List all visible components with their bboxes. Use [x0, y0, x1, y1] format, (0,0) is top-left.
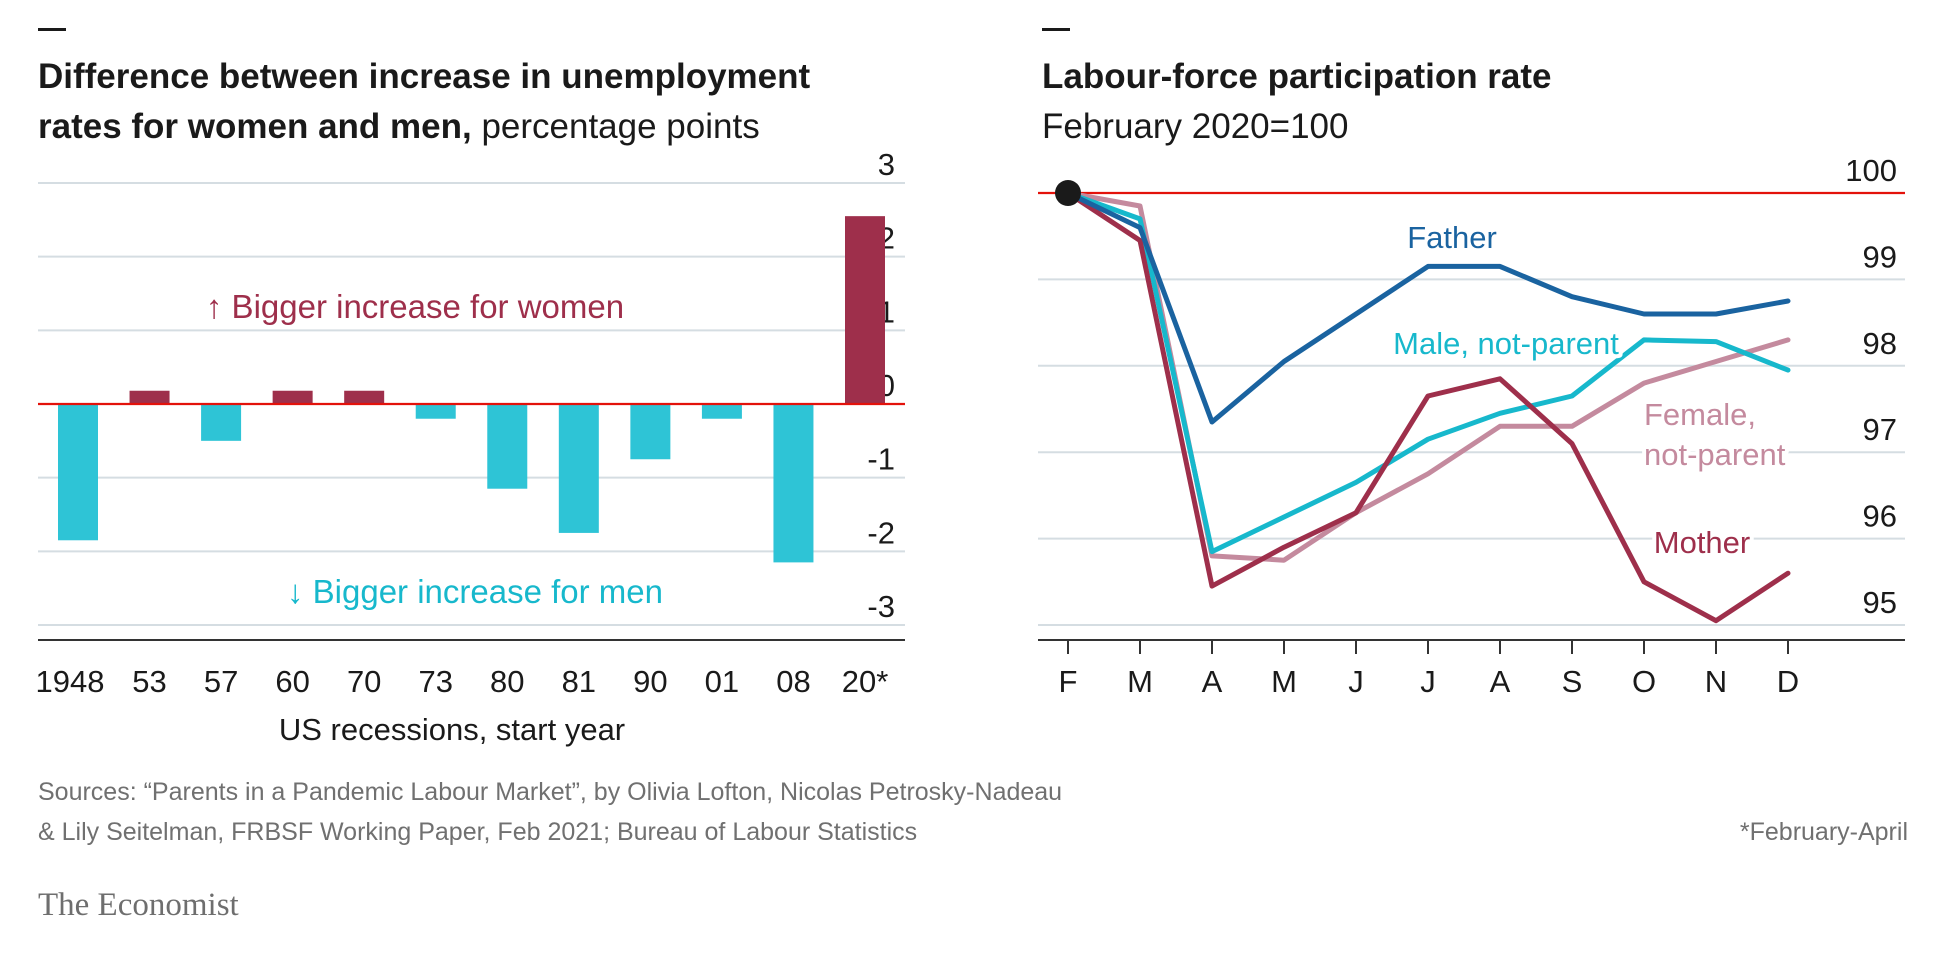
left-title-rule: [38, 28, 66, 31]
right-series-labels: Father Male, not-parent Female, not-parent M…: [1389, 216, 1790, 564]
right-y-tick: 98: [1863, 326, 1897, 361]
series-line-mother: [1065, 190, 1791, 624]
bar-80: [487, 404, 528, 489]
label-male-not-parent: Male, not-parent: [1393, 326, 1619, 361]
left-gridlines: [38, 182, 905, 626]
left-y-tick: -2: [867, 515, 895, 550]
left-x-tick: 57: [204, 664, 238, 699]
left-bars: [58, 216, 885, 563]
bar-53: [129, 390, 170, 404]
bar-81: [558, 404, 599, 533]
bar-70: [344, 390, 385, 404]
right-y-tick: 97: [1863, 412, 1897, 447]
left-x-tick: 60: [275, 664, 309, 699]
right-y-tick: 100: [1845, 153, 1897, 188]
right-x-tick: F: [1059, 664, 1078, 699]
label-female-not-parent-line1: Female,: [1644, 397, 1756, 432]
source-line-2: & Lily Seitelman, FRBSF Working Paper, F…: [38, 818, 917, 846]
label-female-not-parent-line2: not-parent: [1644, 437, 1786, 472]
bar-73: [415, 404, 456, 419]
left-x-tick: 08: [776, 664, 810, 699]
right-x-tick: O: [1632, 664, 1656, 699]
right-title: Labour-force participation rate: [1042, 57, 1552, 96]
series-line-father: [1065, 190, 1791, 425]
annotation-bigger-increase-women: ↑ Bigger increase for women: [206, 288, 624, 325]
left-y-tick: -1: [867, 442, 895, 477]
left-x-tick: 73: [418, 664, 452, 699]
right-x-tick: J: [1420, 664, 1436, 699]
right-x-tick: A: [1202, 664, 1223, 699]
left-x-tick: 81: [562, 664, 596, 699]
right-x-tick: S: [1562, 664, 1583, 699]
right-x-tick: J: [1348, 664, 1364, 699]
left-x-tick: 90: [633, 664, 667, 699]
bar-08: [773, 404, 814, 563]
right-title-rule: [1042, 28, 1070, 31]
right-subtitle: February 2020=100: [1042, 107, 1348, 146]
left-x-tick: 01: [705, 664, 739, 699]
right-x-tick: M: [1127, 664, 1153, 699]
bar-1948: [58, 404, 98, 541]
left-x-axis-label: US recessions, start year: [279, 712, 625, 747]
right-gridlines: [1038, 278, 1905, 626]
right-start-dot: [1055, 180, 1081, 206]
left-x-tick: 20*: [842, 664, 889, 699]
right-series-lines: [1065, 190, 1791, 624]
right-x-tick: A: [1490, 664, 1511, 699]
bar-60: [272, 390, 313, 404]
right-x-tick: M: [1271, 664, 1297, 699]
right-y-tick: 96: [1863, 499, 1897, 534]
bar-57: [201, 404, 242, 441]
left-x-tick: 80: [490, 664, 524, 699]
bar-01: [701, 404, 742, 419]
left-y-tick: -3: [867, 589, 895, 624]
right-y-tick: 99: [1863, 239, 1897, 274]
left-y-tick: 3: [878, 147, 895, 182]
left-title-line1: Difference between increase in unemploym…: [38, 57, 811, 96]
left-title-bold-part: rates for women and men,: [38, 107, 472, 146]
label-father: Father: [1407, 220, 1497, 255]
left-x-tick: 1948: [36, 664, 105, 699]
right-x-tick-marks: [1067, 640, 1789, 654]
footnote: *February-April: [1740, 818, 1908, 846]
left-x-tick-labels: 1948 53 57 60 70 73 80 81 90 01 08 20*: [36, 664, 889, 699]
bar-90: [630, 404, 671, 460]
source-line-1: Sources: “Parents in a Pandemic Labour M…: [38, 778, 1062, 806]
right-y-tick-labels: 100 99 98 97 96 95: [1845, 153, 1897, 620]
annotation-bigger-increase-men: ↓ Bigger increase for men: [287, 573, 663, 610]
right-y-tick: 95: [1863, 585, 1897, 620]
right-x-tick: N: [1705, 664, 1727, 699]
left-title-regular-part: percentage points: [472, 107, 760, 146]
label-mother: Mother: [1654, 525, 1750, 560]
right-x-tick: D: [1777, 664, 1799, 699]
series-line-male-not-parent: [1065, 190, 1791, 555]
economist-logo: The Economist: [38, 887, 239, 923]
left-x-tick: 70: [347, 664, 381, 699]
left-x-tick: 53: [132, 664, 166, 699]
left-title-line2: rates for women and men, percentage poin…: [38, 107, 760, 146]
bar-20: [845, 216, 885, 404]
